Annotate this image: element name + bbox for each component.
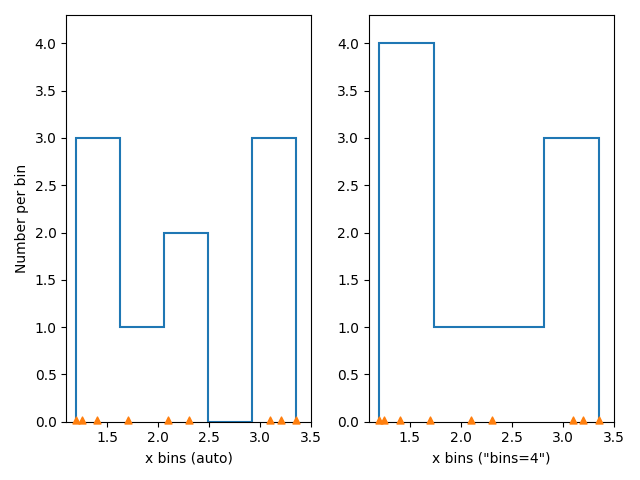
Point <box>163 416 173 424</box>
Point <box>466 416 476 424</box>
X-axis label: x bins ("bins=4"): x bins ("bins=4") <box>432 451 551 465</box>
Point <box>184 416 194 424</box>
Point <box>568 416 579 424</box>
Y-axis label: Number per bin: Number per bin <box>15 164 29 273</box>
Point <box>579 416 589 424</box>
Point <box>594 416 604 424</box>
Point <box>291 416 301 424</box>
Point <box>92 416 102 424</box>
Point <box>379 416 389 424</box>
Point <box>276 416 286 424</box>
Point <box>394 416 404 424</box>
Point <box>425 416 435 424</box>
Point <box>486 416 497 424</box>
Point <box>122 416 132 424</box>
Point <box>374 416 385 424</box>
Point <box>72 416 82 424</box>
X-axis label: x bins (auto): x bins (auto) <box>145 451 233 465</box>
Point <box>76 416 86 424</box>
Point <box>266 416 276 424</box>
